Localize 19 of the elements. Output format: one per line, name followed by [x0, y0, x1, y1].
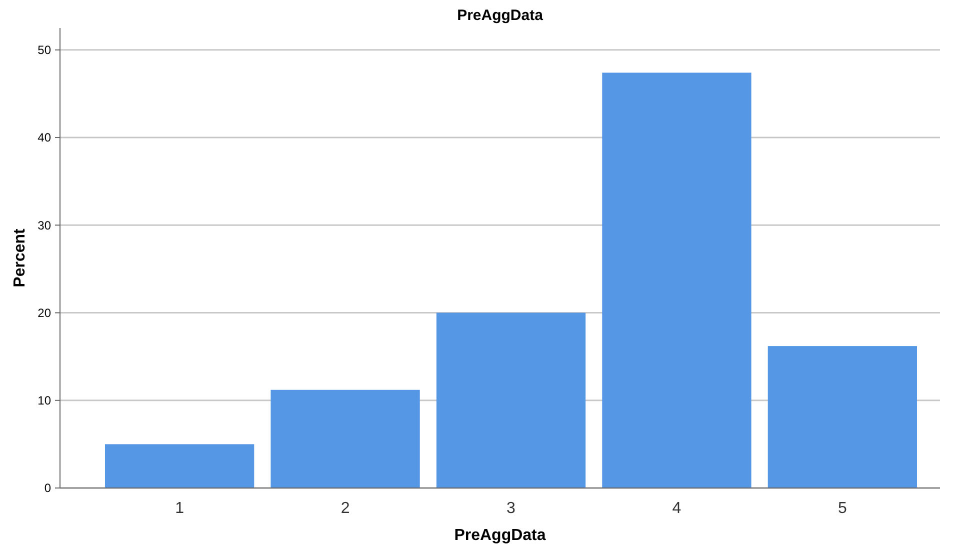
x-tick-label: 4 [672, 500, 682, 517]
x-tick-label: 1 [175, 500, 184, 517]
x-axis-title: PreAggData [454, 527, 546, 544]
y-tick-label: 30 [38, 218, 52, 232]
y-tick-label: 20 [38, 306, 52, 320]
x-tick-label: 5 [838, 500, 847, 517]
chart-title: PreAggData [457, 7, 544, 24]
x-tick-label: 3 [506, 500, 516, 517]
bar [768, 346, 917, 488]
x-tick-label: 2 [340, 500, 350, 517]
y-tick-label: 40 [38, 130, 52, 145]
bar [105, 444, 254, 488]
bar [602, 72, 752, 488]
y-tick-label: 10 [38, 394, 52, 408]
y-tick-label: 0 [44, 481, 52, 496]
bar [436, 312, 586, 488]
bar [270, 390, 420, 488]
y-tick-label: 50 [38, 43, 52, 58]
y-axis-title: Percent [12, 228, 29, 288]
